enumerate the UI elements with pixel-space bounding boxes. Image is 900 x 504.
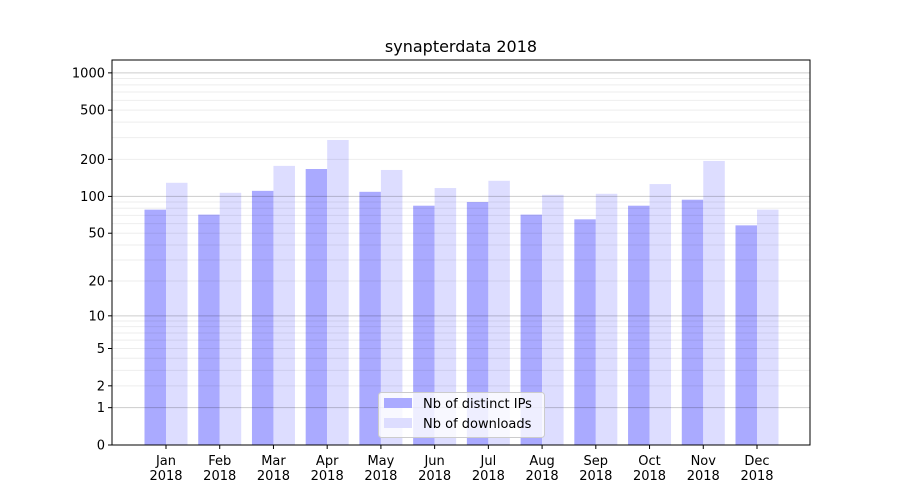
x-tick-label: Feb 2018 — [203, 454, 236, 484]
bar-distinct-ips — [574, 219, 596, 445]
bar-downloads — [488, 180, 510, 445]
x-tick-label: Apr 2018 — [311, 454, 344, 484]
bar-downloads — [327, 139, 349, 446]
bar-downloads — [595, 193, 618, 445]
bar-downloads — [542, 194, 564, 445]
chart-title: synapterdata 2018 — [385, 37, 537, 56]
y-tick-label: 5 — [97, 342, 105, 357]
bars — [144, 139, 779, 446]
bar-downloads — [649, 184, 672, 446]
bar-distinct-ips — [466, 202, 489, 445]
y-tick-label: 10 — [88, 309, 105, 324]
legend-box — [378, 392, 545, 438]
y-tick-label: 500 — [80, 104, 105, 119]
bar-downloads — [273, 165, 295, 445]
bar-distinct-ips — [628, 205, 650, 445]
bar-distinct-ips — [520, 214, 543, 445]
y-tick-label: 50 — [88, 227, 105, 242]
bar-distinct-ips — [144, 209, 166, 445]
x-tick-label: Dec 2018 — [740, 454, 773, 484]
x-tick-label: Oct 2018 — [633, 454, 666, 484]
bar-distinct-ips — [681, 199, 704, 445]
legend-swatch — [384, 398, 412, 408]
x-tick-label: Mar 2018 — [257, 454, 290, 484]
bar-downloads — [434, 188, 457, 445]
y-tick-label: 0 — [97, 439, 105, 454]
bar-downloads — [380, 169, 403, 446]
x-tick-label: Aug 2018 — [526, 454, 559, 484]
bar-distinct-ips — [198, 214, 220, 445]
bar-distinct-ips — [359, 191, 381, 445]
bar-downloads — [757, 209, 779, 445]
grid-overlay — [112, 72, 810, 409]
axes-frame — [111, 59, 811, 446]
legend: Nb of distinct IPs Nb of downloads — [378, 392, 545, 438]
legend-label: Nb of distinct IPs — [423, 397, 532, 412]
y-tick-label: 200 — [80, 153, 105, 168]
bar-downloads — [703, 160, 725, 446]
legend-label: Nb of downloads — [423, 417, 532, 432]
bar-downloads — [166, 182, 188, 445]
x-tick-label: May 2018 — [364, 454, 397, 484]
x-tick-label: Nov 2018 — [687, 454, 720, 484]
y-tick-label: 20 — [88, 275, 105, 290]
bar-distinct-ips — [413, 205, 435, 445]
x-tick-label: Sep 2018 — [579, 454, 612, 484]
y-tick-label: 100 — [80, 190, 105, 205]
y-tick-label: 2 — [97, 379, 105, 394]
bar-distinct-ips — [251, 190, 274, 445]
bar-distinct-ips — [305, 169, 328, 445]
bar-downloads — [219, 192, 242, 445]
x-tick-label: Jul 2018 — [472, 454, 505, 484]
x-axis: Jan 2018 Feb 2018 Mar 2018 Apr 2018 May 2018 Jun 20… — [149, 445, 774, 484]
y-tick-label: 1000 — [72, 66, 105, 81]
y-axis: 0 1 2 5 10 20 50 100 200 500 1000 — [72, 66, 112, 454]
x-tick-label: Jan 2018 — [149, 454, 182, 484]
bar-distinct-ips — [735, 225, 757, 445]
x-tick-label: Jun 2018 — [418, 454, 451, 484]
y-tick-label: 1 — [97, 401, 105, 416]
legend-swatch — [384, 418, 412, 428]
